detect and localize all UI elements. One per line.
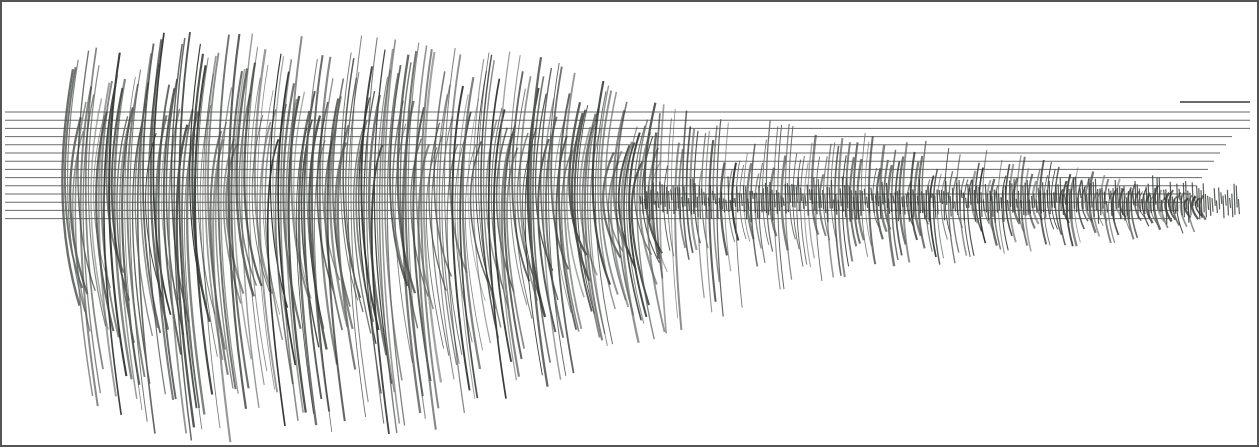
seismogram-image bbox=[0, 0, 1260, 448]
page: (() => { const data = JSON.parse(documen… bbox=[0, 0, 1260, 448]
